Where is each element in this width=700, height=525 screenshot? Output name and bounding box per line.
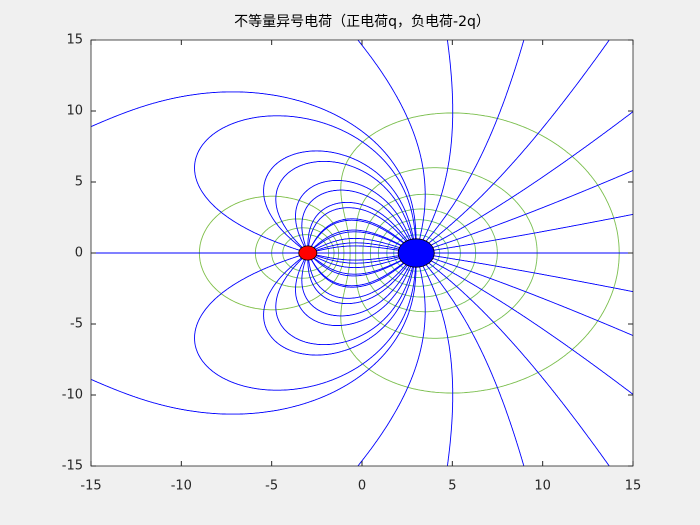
field-line xyxy=(419,255,610,466)
field-line xyxy=(194,115,417,252)
field-line xyxy=(311,237,412,252)
field-line xyxy=(311,245,411,253)
field-line xyxy=(301,256,415,317)
field-line xyxy=(263,255,417,356)
equipotential-line xyxy=(362,193,498,313)
equipotential-line xyxy=(340,112,620,394)
field-line xyxy=(357,257,426,466)
field-line xyxy=(312,253,413,264)
field-line xyxy=(421,254,633,337)
x-tick-label: 0 xyxy=(358,479,366,494)
field-line xyxy=(307,207,414,250)
field-line xyxy=(263,150,417,251)
field-line xyxy=(310,254,412,277)
field-line xyxy=(418,256,525,466)
field-line xyxy=(420,254,633,395)
y-tick-label: 5 xyxy=(75,175,83,190)
field-line xyxy=(312,242,413,253)
field-line xyxy=(307,201,415,251)
x-tick-label: 5 xyxy=(448,479,456,494)
x-tick-label: 15 xyxy=(625,479,642,494)
plot-area xyxy=(91,40,633,466)
field-line xyxy=(309,218,414,251)
field-line xyxy=(310,229,412,252)
field-line xyxy=(309,255,413,287)
field-line xyxy=(417,256,454,466)
y-tick-label: -15 xyxy=(62,459,83,474)
y-tick-label: -10 xyxy=(62,388,83,403)
field-line xyxy=(419,40,610,251)
field-line xyxy=(311,254,413,275)
x-tick-label: -10 xyxy=(171,479,192,494)
chart-title: 不等量异号电荷（正电荷q，负电荷-2q） xyxy=(234,13,490,30)
field-line xyxy=(311,254,412,269)
field-line xyxy=(91,257,417,415)
field-line xyxy=(275,160,416,251)
field-line xyxy=(194,254,417,391)
field-line xyxy=(91,91,417,249)
charge xyxy=(397,238,435,268)
field-line xyxy=(421,213,633,253)
field-line xyxy=(420,111,633,252)
field-line xyxy=(275,255,416,346)
field-line xyxy=(311,231,413,252)
field-line xyxy=(417,40,454,250)
field-line xyxy=(357,40,426,249)
y-tick-label: 0 xyxy=(75,246,83,261)
field-line xyxy=(307,255,415,305)
y-tick-label: -5 xyxy=(70,317,83,332)
y-tick-label: 10 xyxy=(66,104,83,119)
x-tick-label: -15 xyxy=(80,479,101,494)
x-tick-label: 10 xyxy=(534,479,551,494)
field-line xyxy=(418,40,525,250)
charge xyxy=(298,245,318,261)
field-line xyxy=(421,169,633,252)
field-line xyxy=(309,219,413,251)
x-tick-label: -5 xyxy=(265,479,278,494)
field-line xyxy=(309,255,414,288)
field-line xyxy=(295,256,416,326)
equipotential-line xyxy=(355,167,538,339)
y-tick-label: 15 xyxy=(66,33,83,48)
field-line xyxy=(311,253,411,261)
field-line xyxy=(295,180,416,250)
field-line xyxy=(301,189,415,250)
field-line xyxy=(307,256,414,299)
field-line xyxy=(421,253,633,293)
